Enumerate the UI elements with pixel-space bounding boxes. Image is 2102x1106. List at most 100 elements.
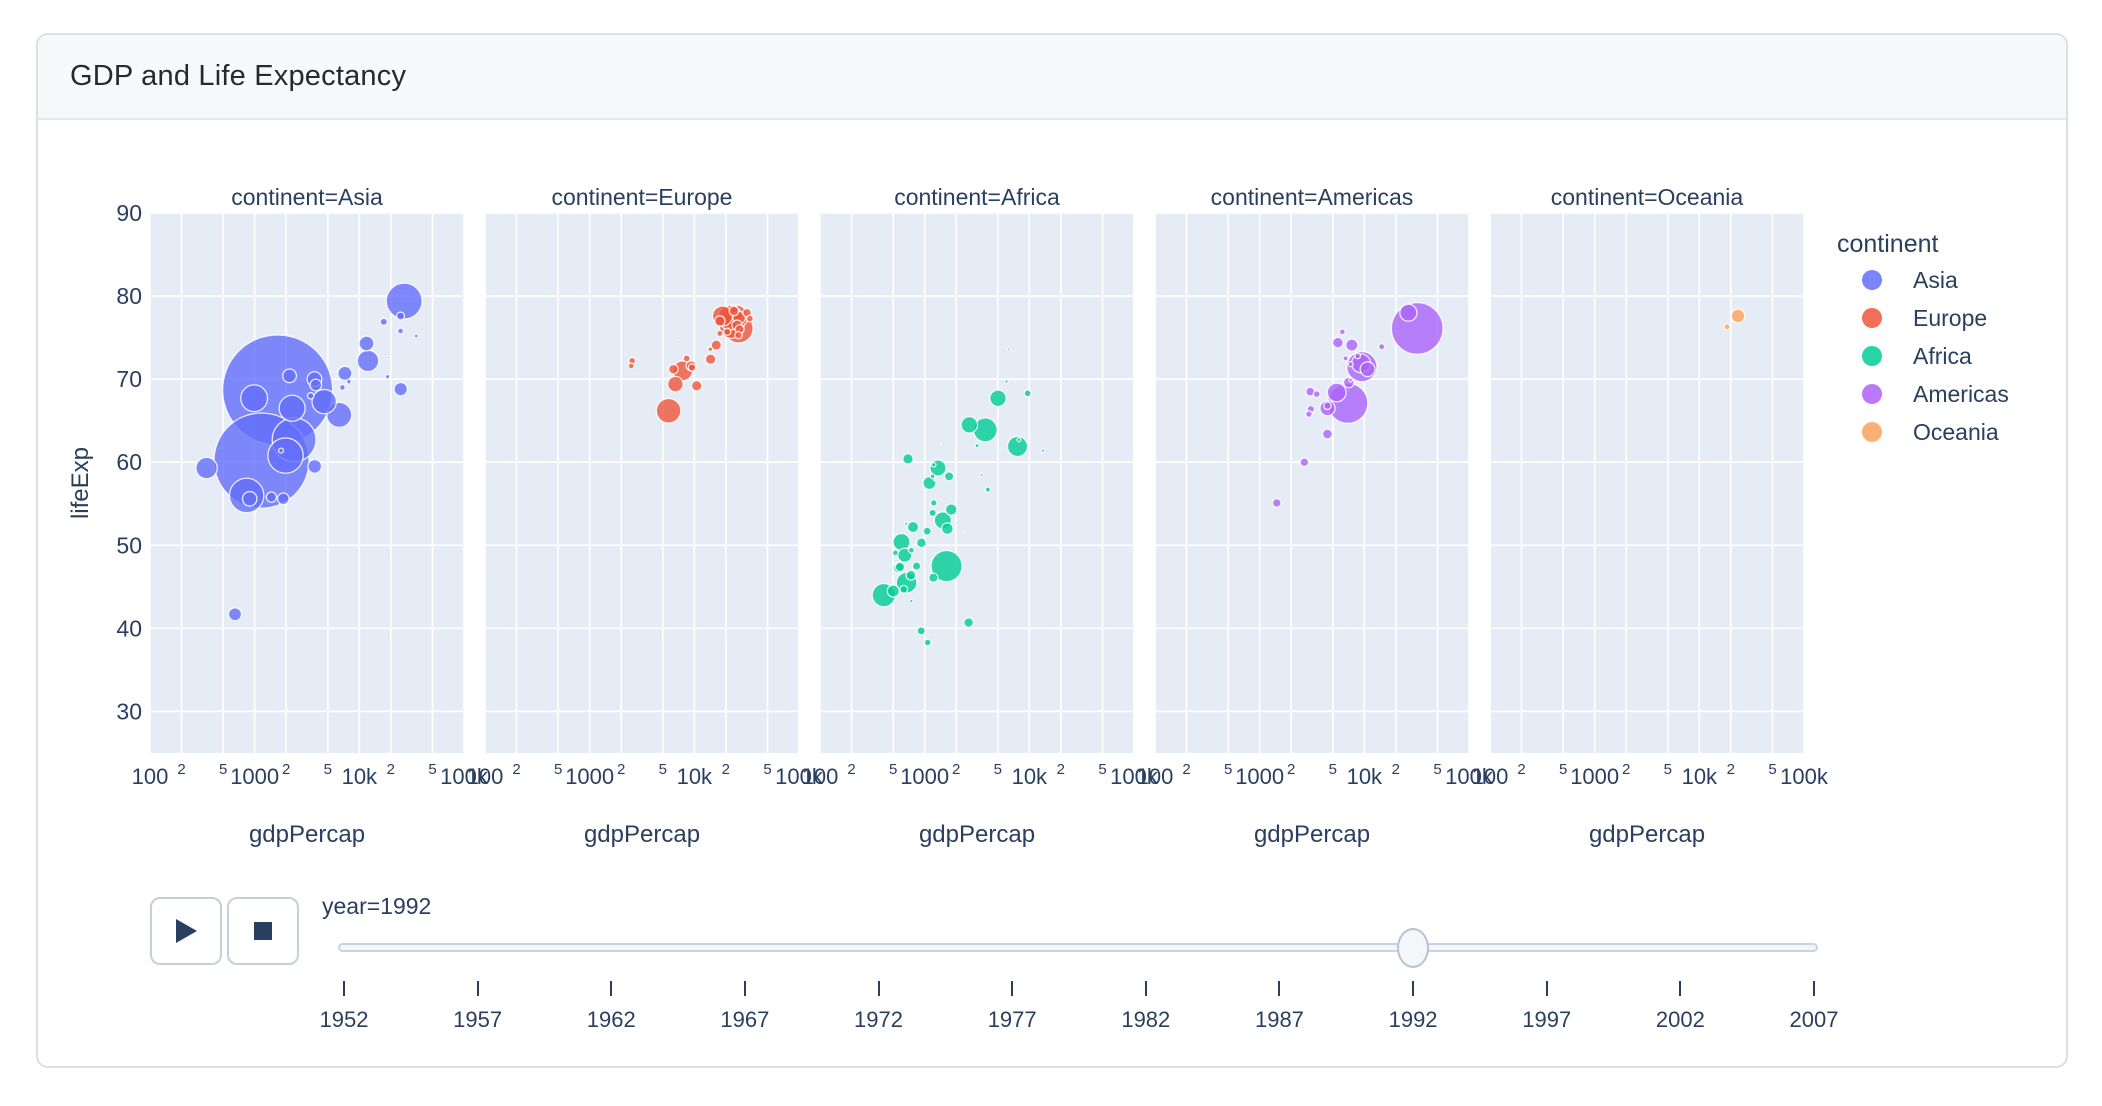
- data-point[interactable]: [195, 456, 218, 480]
- data-point[interactable]: [886, 584, 901, 598]
- data-point[interactable]: [734, 304, 738, 308]
- data-point[interactable]: [716, 329, 724, 338]
- data-point[interactable]: [311, 388, 338, 415]
- slider-tick-label[interactable]: 1952: [319, 1007, 369, 1032]
- data-point[interactable]: [1326, 382, 1347, 403]
- data-point[interactable]: [903, 521, 909, 526]
- data-point[interactable]: [1006, 347, 1011, 352]
- data-point[interactable]: [384, 373, 391, 380]
- data-point[interactable]: [974, 442, 980, 449]
- data-point[interactable]: [379, 317, 389, 327]
- data-point[interactable]: [413, 333, 419, 339]
- data-point[interactable]: [892, 532, 911, 552]
- data-point[interactable]: [395, 311, 406, 321]
- data-point[interactable]: [676, 336, 681, 341]
- slider-tick-label[interactable]: 1977: [987, 1007, 1037, 1032]
- data-point[interactable]: [734, 330, 743, 340]
- stop-button[interactable]: [227, 897, 299, 965]
- data-point[interactable]: [928, 572, 939, 583]
- data-point[interactable]: [1342, 355, 1349, 362]
- data-point[interactable]: [1347, 361, 1354, 368]
- data-point[interactable]: [707, 346, 714, 353]
- data-point[interactable]: [1399, 303, 1418, 322]
- data-point[interactable]: [939, 442, 943, 446]
- data-point[interactable]: [894, 561, 906, 573]
- data-point[interactable]: [944, 503, 958, 516]
- play-button[interactable]: [150, 897, 222, 965]
- data-point[interactable]: [929, 499, 938, 507]
- data-point[interactable]: [911, 561, 922, 571]
- data-point[interactable]: [1323, 401, 1332, 411]
- data-point[interactable]: [928, 508, 937, 518]
- slider-tick-label[interactable]: 1957: [453, 1007, 503, 1032]
- data-point[interactable]: [1338, 328, 1346, 336]
- data-point[interactable]: [386, 355, 391, 360]
- data-point[interactable]: [728, 305, 740, 317]
- data-point[interactable]: [338, 383, 346, 391]
- data-point[interactable]: [908, 598, 914, 604]
- data-point[interactable]: [928, 563, 932, 567]
- data-point[interactable]: [1345, 338, 1359, 352]
- data-point[interactable]: [1299, 457, 1310, 468]
- data-point[interactable]: [963, 617, 974, 628]
- data-point[interactable]: [240, 384, 269, 413]
- data-point[interactable]: [905, 569, 917, 581]
- data-point[interactable]: [1271, 498, 1282, 508]
- data-point[interactable]: [745, 314, 754, 323]
- data-point[interactable]: [1023, 389, 1032, 398]
- data-point[interactable]: [1016, 437, 1022, 443]
- data-point[interactable]: [267, 437, 304, 474]
- slider-tick-label[interactable]: 1982: [1121, 1007, 1171, 1032]
- data-point[interactable]: [907, 546, 915, 554]
- data-point[interactable]: [1006, 435, 1029, 458]
- data-point[interactable]: [923, 638, 932, 647]
- data-point[interactable]: [932, 477, 937, 482]
- year-slider-track[interactable]: [338, 943, 1818, 952]
- data-point[interactable]: [710, 339, 723, 351]
- data-point[interactable]: [1331, 336, 1344, 349]
- data-point[interactable]: [241, 490, 258, 507]
- data-point[interactable]: [337, 365, 353, 382]
- data-point[interactable]: [1004, 379, 1009, 384]
- data-point[interactable]: [307, 458, 323, 474]
- data-point[interactable]: [278, 394, 306, 422]
- data-point[interactable]: [906, 520, 920, 534]
- data-point[interactable]: [1723, 323, 1731, 331]
- data-point[interactable]: [1348, 377, 1353, 383]
- data-point[interactable]: [277, 447, 285, 454]
- data-point[interactable]: [627, 362, 635, 370]
- data-point[interactable]: [667, 363, 679, 375]
- data-point[interactable]: [309, 378, 323, 392]
- slider-tick-label[interactable]: 1967: [720, 1007, 770, 1032]
- data-point[interactable]: [899, 584, 909, 594]
- data-point[interactable]: [345, 378, 352, 385]
- data-point[interactable]: [1354, 352, 1362, 360]
- data-point[interactable]: [922, 475, 937, 491]
- data-point[interactable]: [393, 381, 408, 397]
- data-point[interactable]: [1730, 308, 1746, 324]
- data-point[interactable]: [891, 549, 899, 557]
- data-point[interactable]: [704, 353, 717, 366]
- slider-tick-label[interactable]: 1962: [586, 1007, 636, 1032]
- slider-tick-label[interactable]: 1972: [854, 1007, 903, 1032]
- slider-tick-label[interactable]: 2007: [1789, 1007, 1839, 1032]
- data-point[interactable]: [667, 375, 684, 393]
- data-point[interactable]: [265, 491, 278, 503]
- data-point[interactable]: [687, 363, 697, 372]
- slider-tick-label[interactable]: 1997: [1522, 1007, 1572, 1032]
- data-point[interactable]: [929, 473, 936, 480]
- data-point[interactable]: [385, 282, 423, 320]
- year-slider-handle[interactable]: [1397, 928, 1430, 968]
- data-point[interactable]: [979, 472, 984, 477]
- data-point[interactable]: [306, 391, 315, 400]
- data-point[interactable]: [962, 530, 966, 534]
- data-point[interactable]: [1305, 410, 1313, 418]
- slider-tick-label[interactable]: 1992: [1388, 1007, 1438, 1032]
- legend-item-asia[interactable]: Asia: [1862, 267, 1958, 293]
- data-point[interactable]: [989, 389, 1007, 408]
- data-point[interactable]: [960, 415, 979, 434]
- data-point[interactable]: [984, 486, 992, 493]
- data-point[interactable]: [1312, 390, 1321, 399]
- data-point[interactable]: [916, 626, 926, 636]
- data-point[interactable]: [723, 327, 732, 337]
